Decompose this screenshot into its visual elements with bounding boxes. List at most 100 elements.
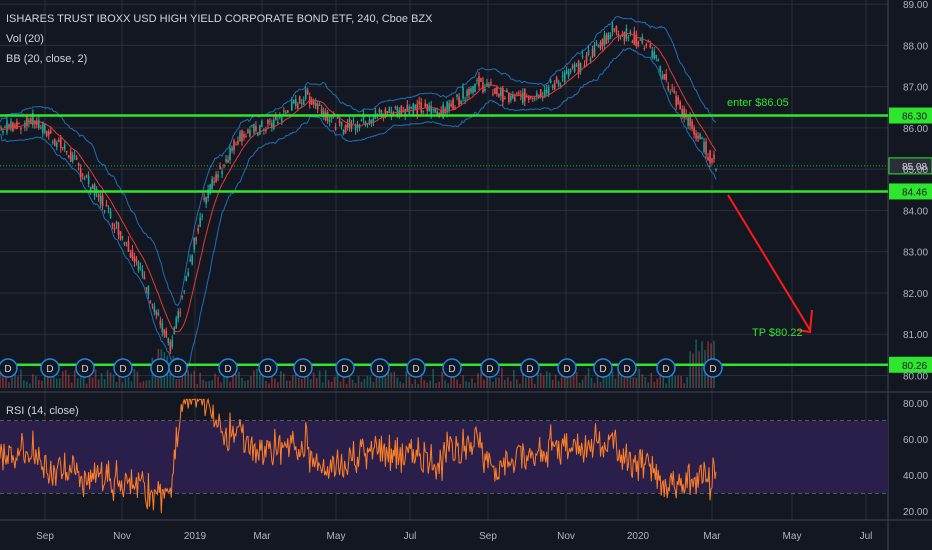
candle-body [135,258,138,262]
candle-body [434,108,436,113]
volume-bar [324,370,327,388]
candle-body [63,144,66,150]
candle-body [167,338,170,343]
candle-body [53,139,56,146]
volume-bar [46,369,49,388]
candle-body [561,76,564,78]
candle-body [627,37,630,39]
candle-body [524,88,526,102]
volume-bar [590,377,593,388]
candle-body [456,94,458,97]
volume-bar [148,380,151,388]
candle-body [344,124,347,133]
dividend-marker[interactable] [617,358,637,378]
volume-bar [82,374,85,388]
volume-bar [414,379,417,388]
volume-bar [32,374,34,388]
volume-bar [11,375,13,388]
price-axis-tick-label: 86.00 [903,124,928,135]
volume-bar [103,379,106,388]
candle-body [129,253,132,258]
dividend-marker-label: D [599,364,606,375]
dividend-marker[interactable] [258,358,278,378]
dividend-marker[interactable] [370,358,390,378]
volume-bar [262,368,264,388]
candle-body [476,80,478,82]
dividend-marker-label: D [156,364,163,375]
volume-bar [408,376,411,388]
dividend-marker[interactable] [593,358,613,378]
volume-bar [474,383,476,388]
candle-body [420,102,423,113]
rsi-layer [0,397,717,514]
volume-bar [49,378,52,388]
candle-body [440,110,442,115]
volume-bar [545,371,548,388]
volume-bar [130,381,133,388]
candle-body [243,134,245,138]
dividend-marker[interactable] [656,358,676,378]
candle-body [677,97,679,105]
volume-bar [542,375,545,388]
candle-body [105,204,108,207]
dividend-marker[interactable] [0,358,18,378]
candle-body [20,127,22,130]
candle-body [193,237,195,250]
candle-body [422,110,425,112]
volume-bar [5,371,7,388]
volume-bar [205,381,207,388]
dividend-marker[interactable] [293,358,313,378]
target-arrow[interactable] [727,194,813,334]
volume-bar [297,377,300,388]
volume-bar [617,368,620,388]
volume-bar [569,372,572,388]
dividend-marker[interactable] [335,358,355,378]
dividend-marker[interactable] [442,358,462,378]
volume-bar [208,380,210,388]
dividend-marker[interactable] [703,358,723,378]
volume-bar [238,371,240,388]
volume-bar [444,380,446,388]
volume-bar [647,382,650,388]
candle-body [370,119,373,123]
candle-body [237,140,239,145]
volume-bar [178,378,181,388]
candle-body [617,33,620,37]
candle-body [575,65,578,67]
arrow-shaft [727,194,811,331]
candle-body [480,78,482,82]
volume-bar [495,377,497,388]
candle-body [545,89,548,94]
dividend-marker[interactable] [75,358,95,378]
volume-bar [447,383,449,388]
dividend-marker[interactable] [40,358,60,378]
volume-bar [420,368,423,388]
volume-bar [554,374,557,388]
candle-body [8,124,10,128]
volume-bar [315,377,318,388]
candle-body [571,65,574,68]
volume-bar [247,380,249,388]
dividend-marker[interactable] [113,358,133,378]
candle-body [653,51,656,60]
volume-bar [671,370,673,388]
dividend-marker[interactable] [168,358,188,378]
dividend-marker[interactable] [557,358,577,378]
candle-body [541,96,544,98]
dividend-marker[interactable] [480,358,500,378]
dividend-marker[interactable] [520,358,540,378]
volume-bar [85,383,88,388]
candle-body [75,157,78,160]
volume-bar [522,374,524,388]
dividend-marker[interactable] [406,358,426,378]
dividend-marker[interactable] [218,358,238,378]
bollinger-basis-line [0,32,717,333]
candle-body [679,101,681,110]
candle-body [512,94,514,99]
candle-body [155,311,158,315]
chart-title: ISHARES TRUST IBOXX USD HIGH YIELD CORPO… [6,13,433,25]
volume-bar [486,368,488,388]
candle-body [645,44,648,46]
dividend-marker-label: D [224,364,231,375]
